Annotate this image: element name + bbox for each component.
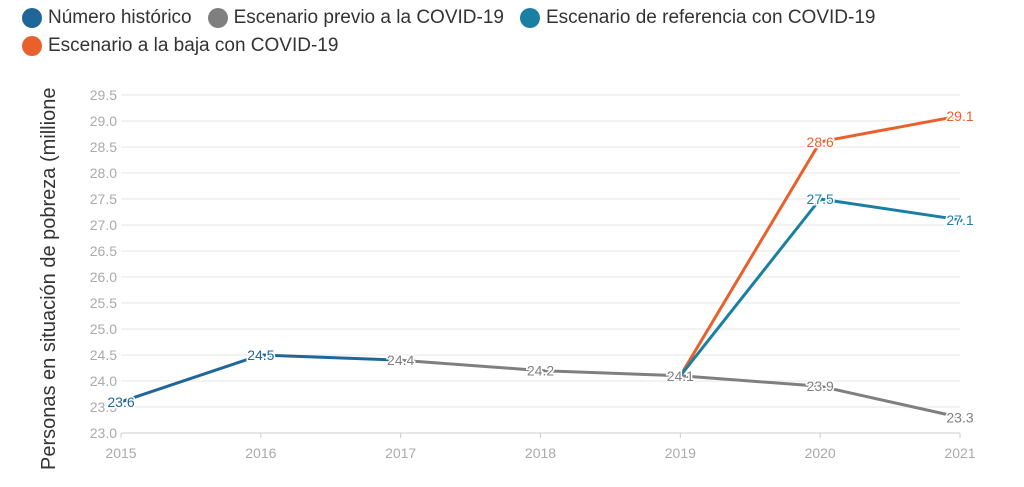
y-tick-label: 29.0 bbox=[90, 113, 117, 129]
data-label: 24.5 bbox=[247, 347, 274, 363]
data-label: 23.6 bbox=[107, 394, 134, 410]
legend-label: Escenario de referencia con COVID-19 bbox=[545, 7, 876, 28]
legend-swatch bbox=[22, 8, 42, 28]
y-tick-label: 25.5 bbox=[90, 295, 117, 311]
data-point bbox=[398, 357, 404, 363]
x-tick-label: 2017 bbox=[385, 445, 416, 461]
data-labels: 28.6 29.1 27.5 27.1 24.4 24.2 24.1 23.9 23.3 23.6… bbox=[106, 106, 975, 427]
legend-item-escenario-baja[interactable]: Escenario a la baja con COVID-19 bbox=[22, 32, 338, 60]
data-label: 23.9 bbox=[807, 378, 834, 394]
x-axis-ticks: 2015 2016 2017 2018 2019 2020 2021 bbox=[105, 433, 976, 461]
data-point bbox=[817, 139, 823, 145]
data-point bbox=[817, 196, 823, 202]
gridlines bbox=[121, 94, 960, 434]
legend-item-escenario-previo[interactable]: Escenario previo a la COVID-19 bbox=[207, 4, 504, 32]
y-axis-ticks: 23.0 23.5 24.0 24.5 25.0 25.5 26.0 26.5 27.0 27.5… bbox=[90, 87, 117, 441]
legend-label: Número histórico bbox=[48, 7, 192, 28]
data-point bbox=[957, 217, 963, 223]
x-tick-label: 2016 bbox=[245, 445, 276, 461]
y-tick-label: 26.0 bbox=[90, 269, 117, 285]
y-tick-label: 28.0 bbox=[90, 165, 117, 181]
data-label: 24.1 bbox=[667, 368, 694, 384]
data-label: 24.4 bbox=[387, 352, 414, 368]
y-tick-label: 25.0 bbox=[90, 321, 117, 337]
data-label: 28.6 bbox=[807, 134, 834, 150]
data-point bbox=[538, 368, 543, 374]
y-tick-label: 28.5 bbox=[90, 139, 117, 155]
x-tick-label: 2021 bbox=[944, 445, 975, 461]
x-tick-label: 2015 bbox=[105, 445, 136, 461]
data-label: 27.5 bbox=[807, 191, 834, 207]
y-tick-label: 27.0 bbox=[90, 217, 117, 233]
data-label: 24.2 bbox=[527, 363, 554, 379]
legend-item-escenario-referencia[interactable]: Escenario de referencia con COVID-19 bbox=[519, 4, 876, 32]
x-tick-label: 2019 bbox=[665, 445, 696, 461]
data-point bbox=[957, 113, 963, 119]
data-label: 29.1 bbox=[946, 108, 973, 124]
y-tick-label: 23.5 bbox=[90, 399, 117, 415]
x-tick-label: 2018 bbox=[525, 445, 556, 461]
legend-swatch bbox=[519, 8, 540, 28]
data-point bbox=[258, 352, 264, 358]
data-point bbox=[677, 373, 683, 379]
x-tick-label: 2020 bbox=[805, 445, 836, 461]
legend-swatch bbox=[207, 8, 228, 28]
series-line bbox=[678, 114, 962, 378]
legend-label: Escenario a la baja con COVID-19 bbox=[48, 35, 339, 56]
data-label: 27.1 bbox=[946, 212, 973, 228]
y-axis-title: Personas en situación de pobreza (millio… bbox=[38, 88, 60, 470]
chart-legend: Número histórico Escenario previo a la C… bbox=[22, 4, 1002, 60]
data-point bbox=[118, 399, 124, 405]
legend-item-numero-historico[interactable]: Número histórico bbox=[22, 4, 192, 32]
y-tick-label: 27.5 bbox=[90, 191, 117, 207]
data-point bbox=[817, 383, 823, 389]
y-tick-label: 29.5 bbox=[90, 87, 117, 103]
legend-swatch bbox=[22, 36, 42, 56]
legend-label: Escenario previo a la COVID-19 bbox=[233, 7, 504, 28]
y-tick-label: 26.5 bbox=[90, 243, 117, 259]
y-tick-label: 24.0 bbox=[90, 373, 117, 389]
y-tick-label: 23.0 bbox=[90, 425, 117, 441]
y-tick-label: 24.5 bbox=[90, 347, 117, 363]
data-point bbox=[957, 414, 963, 420]
data-label: 23.3 bbox=[946, 409, 973, 425]
series-line bbox=[678, 197, 962, 378]
